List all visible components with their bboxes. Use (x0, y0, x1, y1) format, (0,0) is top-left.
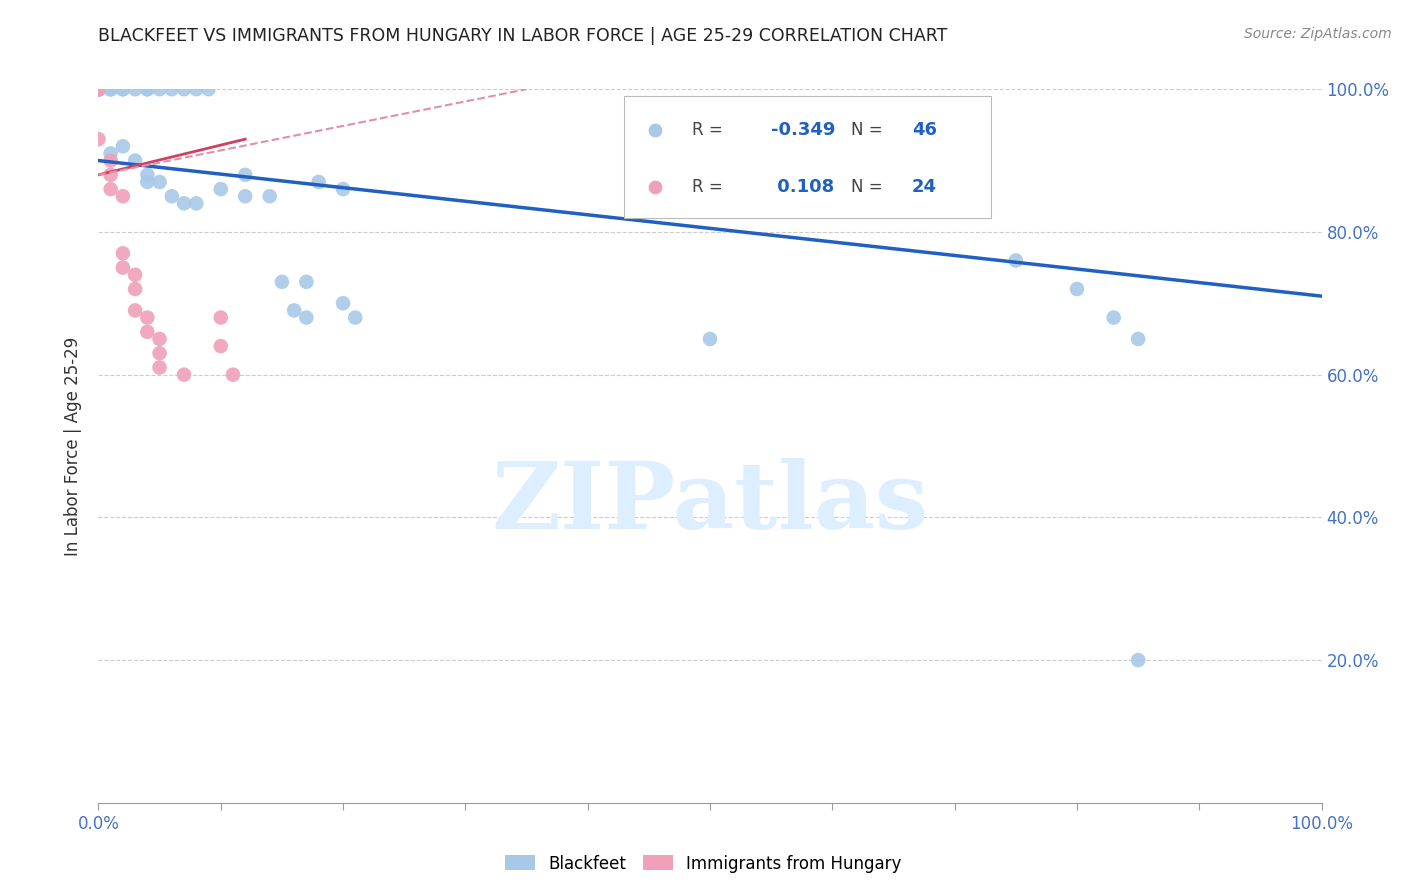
Point (1128, 653, 1150, 667)
Point (124, 282, 146, 296)
Point (160, 189, 183, 203)
Text: N =: N = (851, 121, 887, 139)
Point (270, 275, 294, 289)
Point (93, 789, 115, 804)
Point (111, 246, 134, 260)
Point (699, 332, 721, 346)
Point (1066, 282, 1088, 296)
Point (283, 303, 305, 318)
Point (1128, 332, 1150, 346)
Point (87, 82, 110, 96)
Point (100, 82, 122, 96)
Point (87, 82, 110, 96)
Point (173, 368, 195, 382)
Point (295, 310, 318, 325)
Point (124, 153, 146, 168)
Text: N =: N = (851, 178, 887, 196)
Point (197, 82, 219, 96)
Point (100, 153, 122, 168)
FancyBboxPatch shape (624, 96, 991, 218)
Point (186, 82, 208, 96)
Text: 46: 46 (912, 121, 936, 139)
Text: Source: ZipAtlas.com: Source: ZipAtlas.com (1244, 27, 1392, 41)
Point (308, 175, 330, 189)
Point (136, 325, 159, 339)
Text: R =: R = (692, 121, 728, 139)
Point (149, 360, 172, 375)
Point (111, 189, 134, 203)
Text: 0.108: 0.108 (772, 178, 834, 196)
Point (173, 196, 195, 211)
Point (87, 82, 110, 96)
Point (233, 168, 256, 182)
Point (1102, 310, 1125, 325)
Text: ZIPatlas: ZIPatlas (492, 458, 928, 548)
Point (136, 168, 159, 182)
Point (100, 146, 122, 161)
Point (87, 82, 110, 96)
Point (136, 175, 159, 189)
Point (136, 82, 159, 96)
Text: 24: 24 (912, 178, 936, 196)
Point (149, 332, 172, 346)
Y-axis label: In Labor Force | Age 25-29: In Labor Force | Age 25-29 (65, 336, 83, 556)
Point (111, 139, 134, 153)
Point (186, 196, 208, 211)
Point (87, 82, 110, 96)
Point (209, 310, 232, 325)
Point (136, 310, 159, 325)
Point (87, 82, 110, 96)
Point (222, 368, 245, 382)
Point (344, 310, 367, 325)
Point (87, 82, 110, 96)
Point (233, 189, 256, 203)
Point (160, 82, 183, 96)
Point (111, 82, 134, 96)
Point (332, 182, 354, 196)
Point (173, 82, 195, 96)
Point (111, 82, 134, 96)
Point (87, 82, 110, 96)
Point (100, 168, 122, 182)
Point (1004, 253, 1026, 268)
Point (87, 82, 110, 96)
Point (87, 82, 110, 96)
Point (295, 275, 318, 289)
Text: BLACKFEET VS IMMIGRANTS FROM HUNGARY IN LABOR FORCE | AGE 25-29 CORRELATION CHAR: BLACKFEET VS IMMIGRANTS FROM HUNGARY IN … (98, 27, 948, 45)
Point (100, 82, 122, 96)
Point (100, 82, 122, 96)
Point (209, 339, 232, 353)
Point (332, 296, 354, 310)
Point (259, 189, 281, 203)
Point (124, 303, 146, 318)
Text: R =: R = (692, 178, 728, 196)
Point (100, 182, 122, 196)
Text: -0.349: -0.349 (772, 121, 835, 139)
Point (111, 260, 134, 275)
Point (87, 82, 110, 96)
Point (149, 346, 172, 360)
Point (124, 82, 146, 96)
Point (136, 82, 159, 96)
Point (87, 132, 110, 146)
Point (124, 268, 146, 282)
Point (93, 789, 115, 803)
Point (209, 182, 232, 196)
Point (149, 82, 172, 96)
Legend: Blackfeet, Immigrants from Hungary: Blackfeet, Immigrants from Hungary (498, 848, 908, 880)
Point (149, 175, 172, 189)
